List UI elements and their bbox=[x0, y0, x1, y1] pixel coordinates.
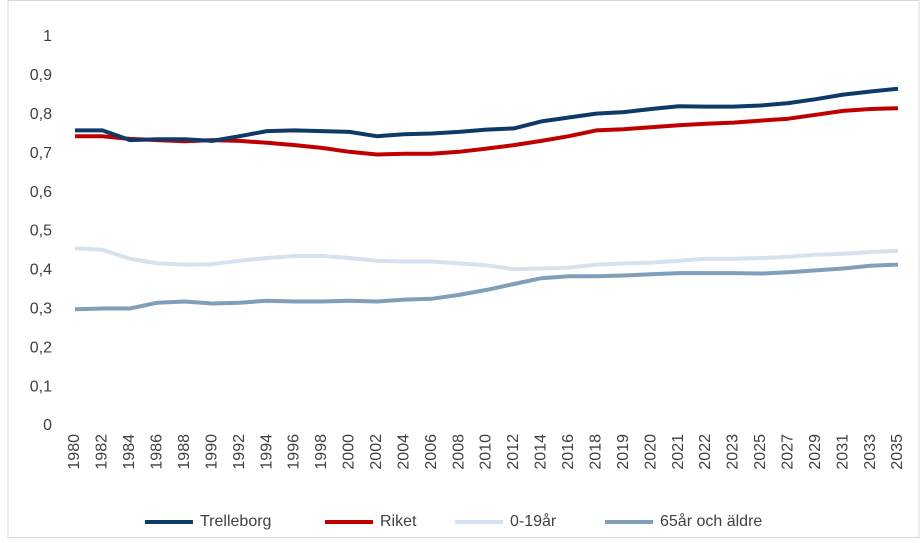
x-tick-label: 2012 bbox=[505, 434, 522, 470]
x-tick-label: 2021 bbox=[670, 434, 687, 470]
y-tick-label: 0,7 bbox=[30, 145, 52, 162]
y-tick-label: 0,2 bbox=[30, 339, 52, 356]
x-tick-label: 2027 bbox=[779, 434, 796, 470]
y-tick-label: 0,9 bbox=[30, 67, 52, 84]
y-tick-label: 0,5 bbox=[30, 223, 52, 240]
x-tick-label: 1996 bbox=[286, 434, 303, 470]
y-tick-label: 0,6 bbox=[30, 184, 52, 201]
x-tick-label: 2022 bbox=[697, 434, 714, 470]
x-tick-label: 2002 bbox=[368, 434, 385, 470]
x-tick-label: 1992 bbox=[231, 434, 248, 470]
x-tick-label: 1994 bbox=[258, 434, 275, 470]
legend-label: 0-19år bbox=[510, 512, 557, 530]
x-tick-label: 2006 bbox=[423, 434, 440, 470]
series-line bbox=[75, 86, 899, 143]
y-tick-label: 0 bbox=[43, 417, 52, 434]
x-tick-label: 2014 bbox=[533, 434, 550, 470]
x-tick-label: 2029 bbox=[807, 434, 824, 470]
y-tick-label: 0,1 bbox=[30, 378, 52, 395]
x-tick-label: 2019 bbox=[615, 434, 632, 470]
x-tick-label: 2025 bbox=[752, 434, 769, 470]
y-tick-label: 0,3 bbox=[30, 301, 52, 318]
y-tick-label: 0,8 bbox=[30, 106, 52, 123]
x-tick-label: 2031 bbox=[834, 434, 851, 470]
legend-label: Trelleborg bbox=[200, 513, 271, 530]
series-line bbox=[74, 262, 899, 312]
x-tick-label: 2010 bbox=[478, 434, 495, 470]
y-tick-label: 1 bbox=[43, 28, 52, 45]
x-tick-label: 1982 bbox=[94, 434, 111, 470]
series-line bbox=[74, 246, 899, 272]
x-tick-label: 1998 bbox=[313, 434, 330, 470]
x-tick-label: 2033 bbox=[862, 434, 879, 470]
x-tick-label: 1984 bbox=[121, 434, 138, 470]
x-tick-label: 2000 bbox=[341, 434, 358, 470]
x-tick-label: 2008 bbox=[450, 434, 467, 470]
y-tick-label: 0,4 bbox=[30, 262, 52, 279]
x-tick-label: 1986 bbox=[149, 434, 166, 470]
legend-label: Riket bbox=[380, 513, 417, 530]
x-tick-label: 1980 bbox=[66, 434, 83, 470]
x-tick-label: 1988 bbox=[176, 434, 193, 470]
x-tick-label: 1990 bbox=[203, 434, 220, 470]
x-tick-label: 2018 bbox=[587, 434, 604, 470]
x-tick-label: 2023 bbox=[725, 434, 742, 470]
x-tick-label: 2020 bbox=[642, 434, 659, 470]
x-tick-label: 2016 bbox=[560, 434, 577, 470]
legend-label: 65år och äldre bbox=[660, 512, 762, 530]
x-tick-label: 2035 bbox=[889, 434, 906, 470]
x-tick-label: 2004 bbox=[395, 434, 412, 470]
